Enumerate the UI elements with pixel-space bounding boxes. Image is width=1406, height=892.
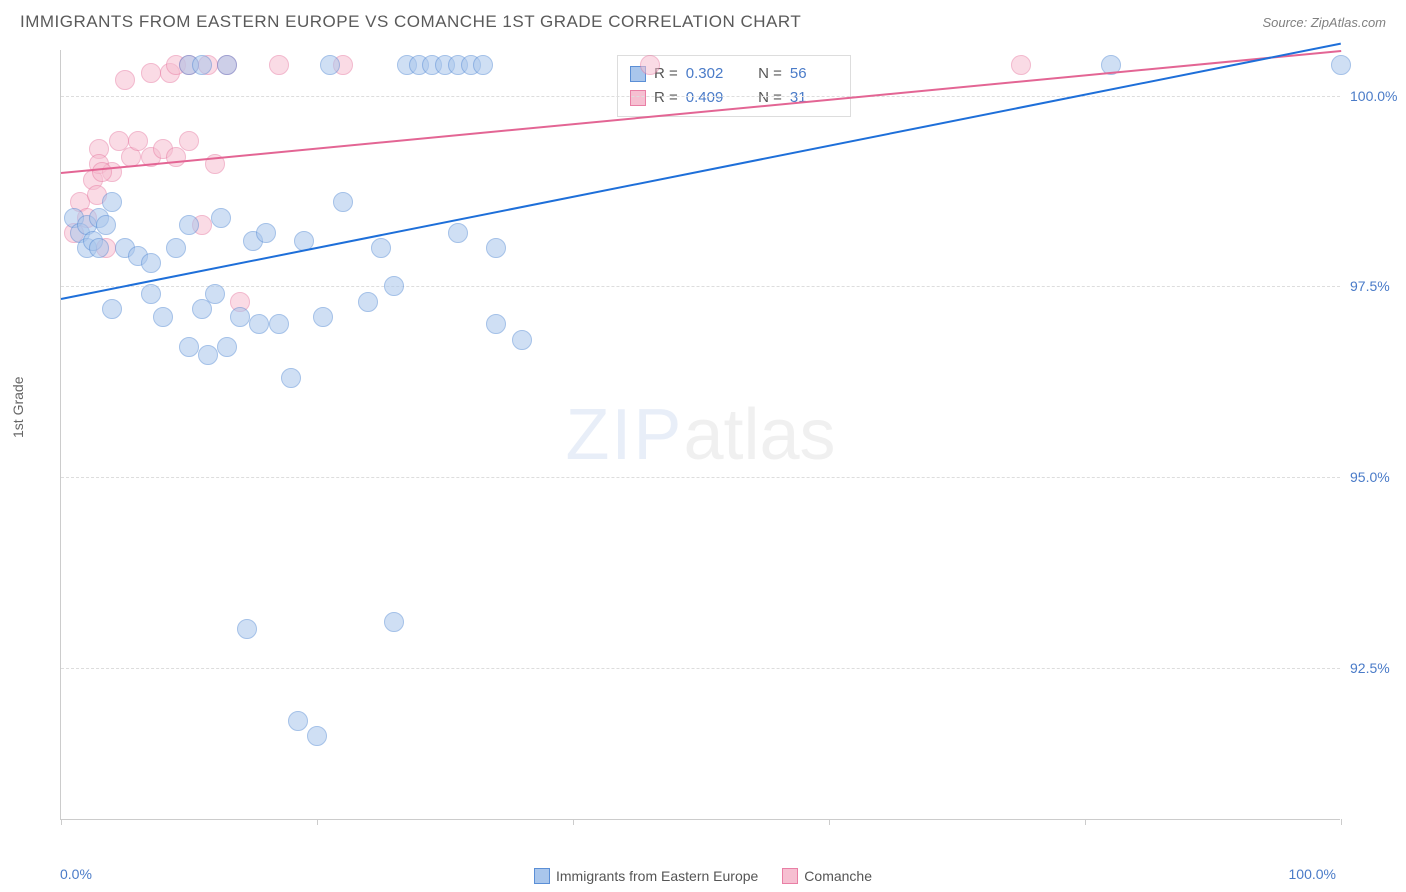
data-point: [473, 55, 493, 75]
legend-item: Comanche: [782, 868, 872, 884]
data-point: [192, 55, 212, 75]
legend-swatch: [534, 868, 550, 884]
data-point: [141, 284, 161, 304]
data-point: [307, 726, 327, 746]
x-tick: [829, 819, 830, 825]
legend-swatch: [782, 868, 798, 884]
data-point: [640, 55, 660, 75]
y-tick-label: 97.5%: [1350, 278, 1406, 294]
data-point: [205, 284, 225, 304]
y-axis-label: 1st Grade: [10, 377, 26, 438]
data-point: [313, 307, 333, 327]
data-point: [230, 307, 250, 327]
gridline: [61, 668, 1340, 669]
data-point: [211, 208, 231, 228]
data-point: [153, 307, 173, 327]
data-point: [217, 337, 237, 357]
data-point: [358, 292, 378, 312]
gridline: [61, 477, 1340, 478]
legend-item: Immigrants from Eastern Europe: [534, 868, 758, 884]
data-point: [249, 314, 269, 334]
data-point: [102, 192, 122, 212]
data-point: [166, 238, 186, 258]
stats-row: R =0.302 N =56: [630, 62, 838, 86]
gridline: [61, 96, 1340, 97]
source-attribution: Source: ZipAtlas.com: [1262, 15, 1386, 30]
stats-row: R =0.409 N =31: [630, 86, 838, 110]
data-point: [269, 55, 289, 75]
data-point: [92, 162, 112, 182]
data-point: [89, 238, 109, 258]
data-point: [96, 215, 116, 235]
x-tick: [61, 819, 62, 825]
data-point: [115, 70, 135, 90]
series-legend: Immigrants from Eastern Europe Comanche: [0, 868, 1406, 884]
data-point: [217, 55, 237, 75]
data-point: [512, 330, 532, 350]
data-point: [179, 131, 199, 151]
x-tick: [573, 819, 574, 825]
data-point: [269, 314, 289, 334]
data-point: [281, 368, 301, 388]
chart-title: IMMIGRANTS FROM EASTERN EUROPE VS COMANC…: [20, 12, 801, 32]
data-point: [141, 253, 161, 273]
data-point: [1011, 55, 1031, 75]
x-tick: [317, 819, 318, 825]
data-point: [333, 192, 353, 212]
data-point: [384, 276, 404, 296]
data-point: [198, 345, 218, 365]
watermark: ZIPatlas: [565, 394, 835, 476]
data-point: [179, 215, 199, 235]
x-tick: [1341, 819, 1342, 825]
data-point: [448, 223, 468, 243]
data-point: [1331, 55, 1351, 75]
data-point: [486, 314, 506, 334]
data-point: [384, 612, 404, 632]
x-tick: [1085, 819, 1086, 825]
data-point: [102, 299, 122, 319]
data-point: [179, 337, 199, 357]
gridline: [61, 286, 1340, 287]
data-point: [320, 55, 340, 75]
legend-swatch: [630, 90, 646, 106]
y-tick-label: 95.0%: [1350, 469, 1406, 485]
data-point: [141, 63, 161, 83]
data-point: [237, 619, 257, 639]
legend-label: Immigrants from Eastern Europe: [556, 868, 758, 884]
data-point: [288, 711, 308, 731]
scatter-chart: ZIPatlas R =0.302 N =56R =0.409 N =31 92…: [60, 50, 1340, 820]
data-point: [371, 238, 391, 258]
y-tick-label: 92.5%: [1350, 660, 1406, 676]
legend-label: Comanche: [804, 868, 872, 884]
data-point: [256, 223, 276, 243]
data-point: [486, 238, 506, 258]
y-tick-label: 100.0%: [1350, 88, 1406, 104]
